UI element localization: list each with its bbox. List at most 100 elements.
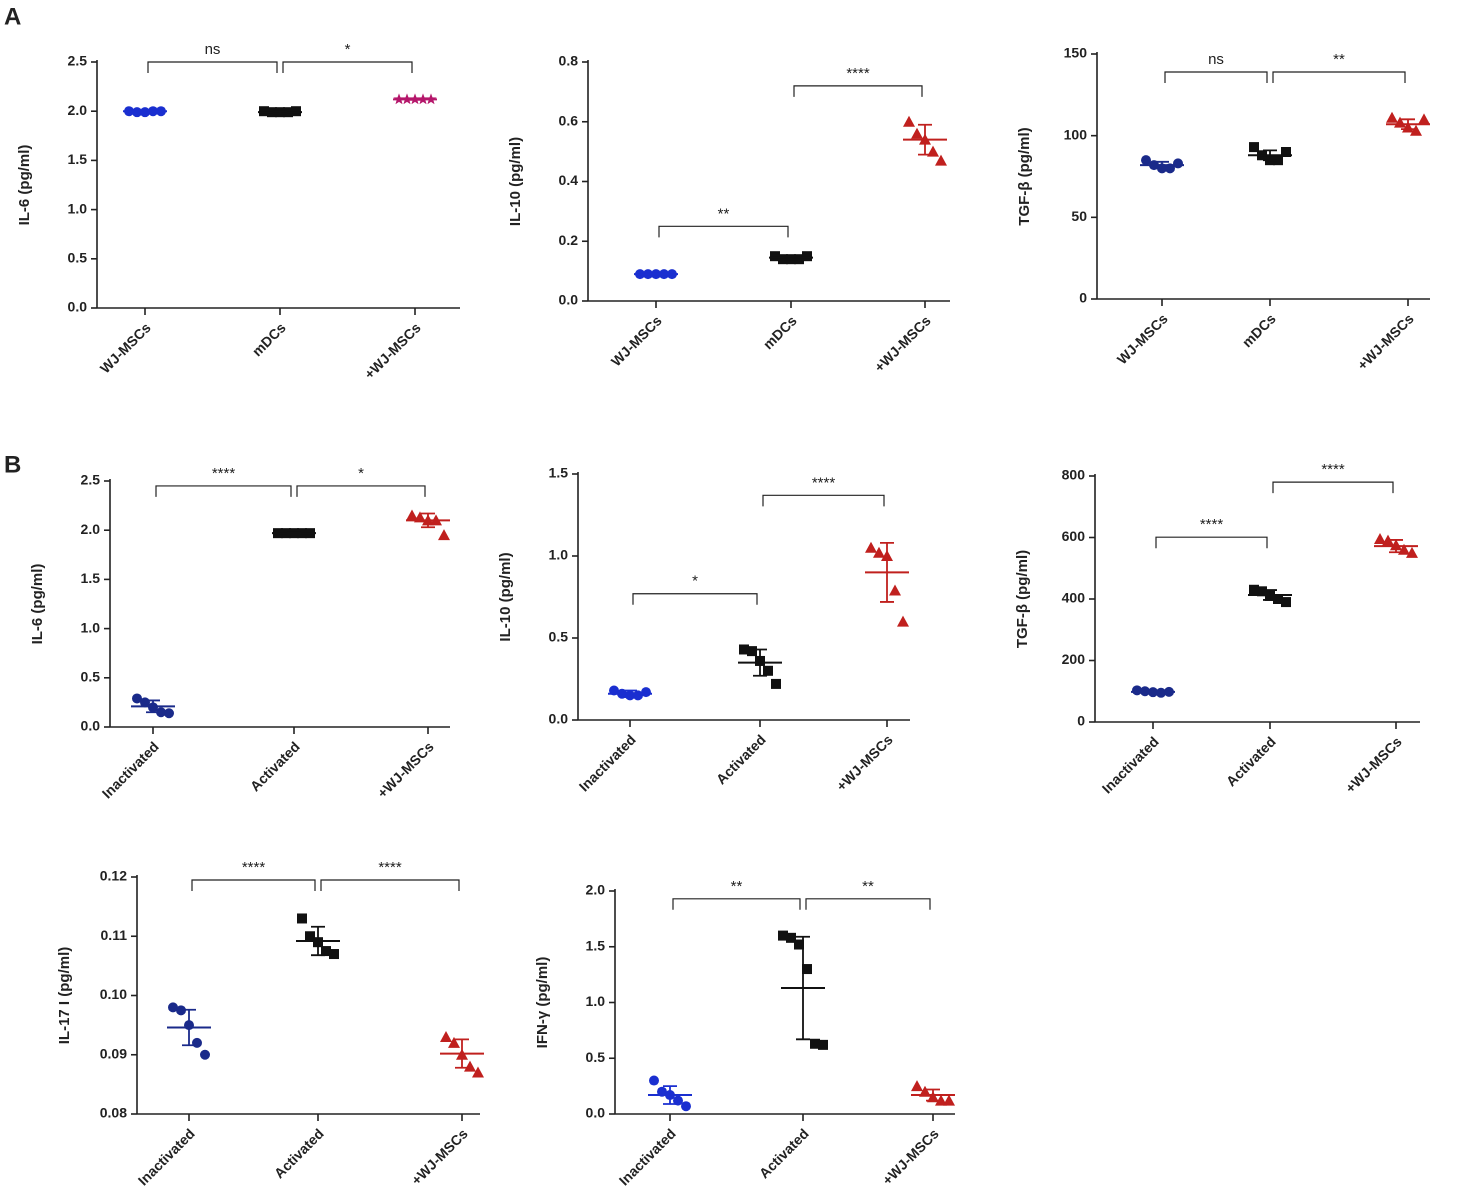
- y-tick-label: 0.6: [559, 112, 579, 128]
- error-bar: [421, 512, 435, 529]
- significance-bracket: [793, 85, 923, 97]
- y-tick-label: 1.0: [68, 200, 88, 216]
- data-point: [176, 1005, 186, 1016]
- data-point: [305, 931, 315, 942]
- x-tick-label: WJ-MSCs: [1114, 310, 1171, 367]
- error-bar: [182, 1008, 196, 1047]
- x-tick-label: Inactivated: [616, 1125, 679, 1188]
- y-tick-label: 0.08: [100, 1105, 127, 1121]
- significance-label: **: [1333, 51, 1345, 68]
- error-bar: [784, 255, 798, 261]
- data-point: [911, 127, 923, 139]
- data-point: [810, 1038, 820, 1049]
- y-tick-label: 0.5: [68, 250, 88, 266]
- error-bar: [146, 699, 160, 714]
- y-tick-label: 1.0: [81, 619, 101, 635]
- y-tick-label: 2.5: [81, 472, 101, 488]
- y-tick-label: 1.0: [549, 547, 569, 563]
- error-bar: [138, 109, 152, 114]
- y-tick-label: 1.5: [68, 151, 88, 167]
- error-bar: [287, 531, 301, 535]
- data-point: [1141, 155, 1151, 166]
- x-tick-label: mDCs: [1239, 310, 1279, 350]
- y-tick-label: 0: [1079, 290, 1087, 306]
- data-point: [168, 1002, 178, 1013]
- data-point: [1418, 113, 1430, 125]
- y-tick-label: 1.0: [586, 993, 606, 1009]
- significance-label: ****: [846, 65, 870, 82]
- data-point: [802, 251, 812, 262]
- significance-label: ****: [1321, 461, 1345, 478]
- y-tick-label: 400: [1062, 590, 1086, 606]
- data-point: [747, 646, 757, 657]
- data-point: [1386, 111, 1398, 123]
- y-tick-label: 0.11: [101, 927, 128, 943]
- significance-bracket: [762, 494, 885, 507]
- significance-label: ****: [812, 474, 836, 491]
- significance-label: **: [862, 878, 874, 895]
- y-axis-label: TGF-β (pg/ml): [1016, 127, 1033, 225]
- y-tick-label: 2.0: [68, 102, 88, 118]
- data-point: [903, 115, 915, 127]
- data-point: [440, 1030, 452, 1042]
- x-tick-label: mDCs: [760, 312, 800, 352]
- y-tick-label: 0.5: [586, 1049, 606, 1065]
- data-point: [771, 678, 781, 689]
- data-point: [818, 1039, 828, 1050]
- y-axis-label: IFN-γ (pg/ml): [534, 957, 551, 1049]
- error-bar: [311, 925, 325, 957]
- data-point: [156, 707, 166, 718]
- x-tick-label: WJ-MSCs: [97, 319, 154, 376]
- significance-bracket: [1155, 536, 1268, 549]
- data-point: [1273, 594, 1283, 604]
- error-bar: [796, 935, 810, 1041]
- significance-bracket: [1272, 71, 1406, 83]
- y-axis-label: IL-10 (pg/ml): [507, 137, 524, 226]
- error-bar: [1263, 149, 1277, 162]
- significance-label: **: [731, 878, 743, 895]
- x-tick-label: Inactivated: [1099, 733, 1162, 796]
- significance-bracket: [191, 879, 316, 891]
- x-tick-label: +WJ-MSCs: [374, 738, 437, 801]
- y-tick-label: 600: [1062, 528, 1086, 544]
- error-bar: [623, 689, 637, 698]
- x-tick-label: Activated: [271, 1125, 327, 1181]
- data-point: [1257, 586, 1267, 597]
- data-point: [770, 251, 780, 262]
- data-point: [919, 1085, 931, 1097]
- data-point: [1374, 533, 1386, 545]
- significance-label: ns: [205, 41, 221, 58]
- significance-bracket: [296, 485, 426, 497]
- significance-label: ****: [1200, 516, 1224, 533]
- x-tick-label: Inactivated: [576, 731, 639, 794]
- y-tick-label: 800: [1062, 467, 1086, 483]
- significance-label: ****: [242, 859, 266, 876]
- x-tick-label: mDCs: [249, 319, 289, 359]
- data-point: [649, 1075, 659, 1086]
- data-point: [1173, 158, 1183, 169]
- y-tick-label: 0.0: [549, 711, 569, 727]
- data-point: [802, 964, 812, 975]
- x-tick-label: +WJ-MSCs: [833, 731, 896, 794]
- x-tick-label: Activated: [247, 738, 303, 794]
- data-point: [794, 254, 804, 265]
- y-tick-label: 0.4: [559, 172, 579, 188]
- data-point: [321, 946, 331, 957]
- y-tick-label: 150: [1064, 45, 1088, 61]
- x-tick-label: Activated: [1223, 733, 1279, 789]
- data-point: [164, 708, 174, 719]
- significance-label: ****: [378, 859, 402, 876]
- data-point: [778, 930, 788, 941]
- data-point: [1281, 147, 1291, 157]
- y-tick-label: 50: [1071, 208, 1087, 224]
- error-bar: [273, 110, 287, 115]
- x-tick-label: +WJ-MSCs: [361, 319, 424, 382]
- y-tick-label: 0.10: [100, 986, 127, 1002]
- y-tick-label: 0: [1077, 713, 1085, 729]
- data-point: [1249, 584, 1259, 595]
- data-point: [200, 1049, 210, 1060]
- significance-label: ****: [212, 465, 236, 482]
- y-tick-label: 0.0: [81, 718, 101, 734]
- x-tick-label: +WJ-MSCs: [1354, 310, 1417, 373]
